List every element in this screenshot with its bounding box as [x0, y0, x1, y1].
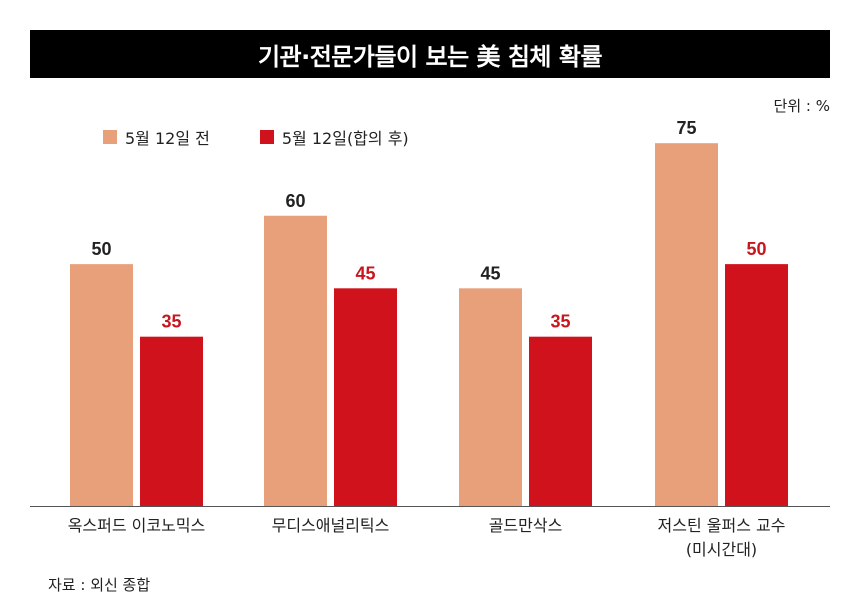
category-label-2-0: 골드만삭스 [489, 516, 563, 535]
source-note: 자료 : 외신 종합 [48, 576, 151, 594]
legend-item-after: 5월 12일(합의 후) [259, 125, 409, 149]
legend-label-after: 5월 12일(합의 후) [281, 129, 409, 148]
unit-label: 단위 : % [773, 97, 830, 115]
value-label-before-0: 50 [91, 239, 111, 259]
value-label-after-1: 45 [355, 263, 375, 283]
bar-after-3 [725, 264, 788, 506]
value-label-before-1: 60 [285, 191, 305, 211]
legend-item-before: 5월 12일 전 [103, 125, 210, 149]
legend-swatch-after [259, 130, 274, 144]
value-label-before-3: 75 [676, 118, 696, 138]
category-label-3-0: 저스틴 울퍼스 교수 [658, 516, 786, 535]
value-label-after-3: 50 [746, 239, 766, 259]
bar-before-3 [655, 143, 718, 506]
legend: 5월 12일 전 5월 12일(합의 후) [103, 125, 409, 149]
bar-after-2 [529, 336, 592, 506]
legend-label-before: 5월 12일 전 [125, 129, 210, 148]
legend-swatch-before [103, 130, 117, 144]
bar-before-2 [459, 288, 522, 506]
category-label-3-1: (미시간대) [686, 540, 757, 559]
chart-title: 기관·전문가들이 보는 美 침체 확률 [257, 42, 603, 71]
category-label-1-0: 무디스애널리틱스 [272, 516, 390, 535]
category-label-0-0: 옥스퍼드 이코노믹스 [68, 516, 206, 535]
bar-after-1 [334, 288, 397, 506]
value-label-before-2: 45 [480, 263, 500, 283]
title-bar: 기관·전문가들이 보는 美 침체 확률 [30, 30, 830, 78]
bar-before-0 [70, 264, 133, 506]
bar-after-0 [140, 336, 203, 506]
value-label-after-0: 35 [161, 312, 181, 332]
value-label-after-2: 35 [550, 312, 570, 332]
bar-before-1 [264, 215, 327, 506]
